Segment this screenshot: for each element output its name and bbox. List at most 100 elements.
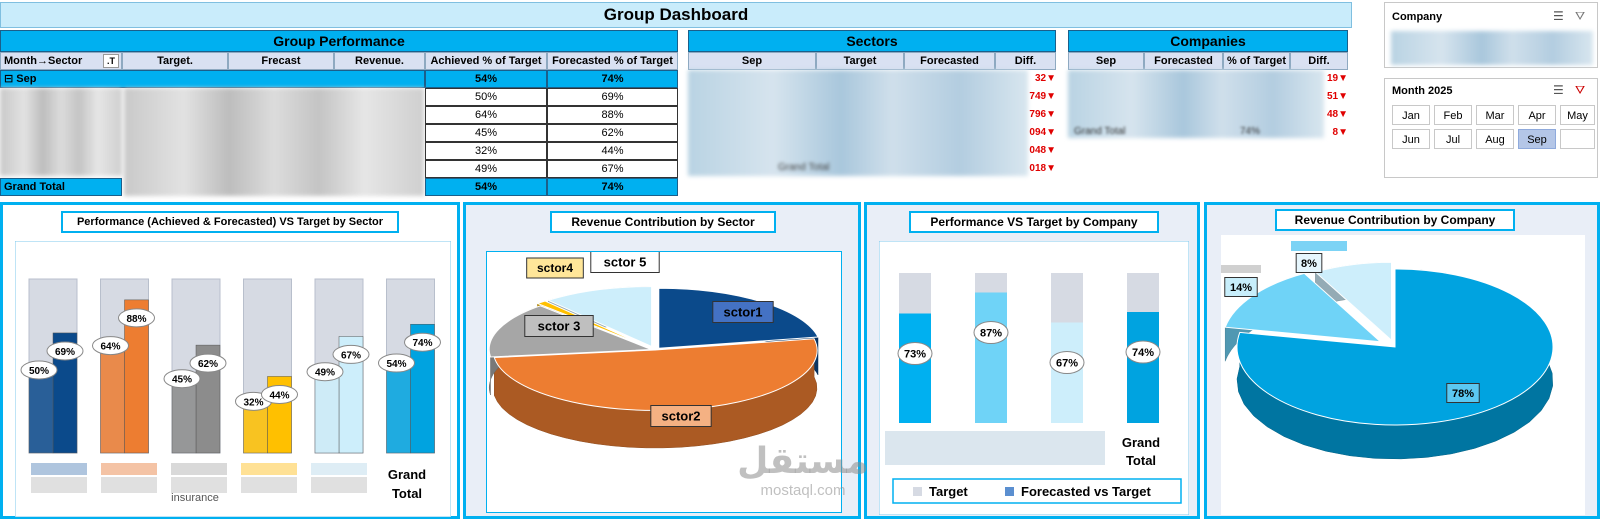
sector-slice-1-label: sctor1 (723, 305, 762, 320)
group-performance-title: Group Performance (0, 30, 678, 52)
sector-diff-3: 796▼ (1029, 109, 1056, 120)
company-forecast-label-1: 73% (904, 349, 926, 361)
clear-filter-icon[interactable]: ⛛ (1575, 9, 1586, 23)
forecast-label-6: 74% (412, 338, 432, 349)
category-redacted-4 (241, 463, 297, 475)
month-slicer[interactable]: Month 2025 ☰ ⛛ Jan Feb Mar Apr May Jun J… (1384, 78, 1598, 178)
company-category-total: Total (1126, 453, 1156, 468)
company-forecast-bar-1 (899, 313, 931, 423)
sector-diff-total: 018▼ (1029, 163, 1056, 174)
company-slice-1-label: 78% (1452, 388, 1474, 400)
filter-icon[interactable]: .T (103, 54, 119, 68)
sector-slice-5-label-box (590, 252, 660, 273)
plot-area (15, 241, 451, 517)
month-btn-may[interactable]: May (1560, 105, 1595, 125)
month-btn-mar[interactable]: Mar (1476, 105, 1514, 125)
achieved-label-1: 50% (29, 366, 49, 377)
companies-col-sep: Sep (1068, 52, 1144, 70)
month-btn-apr[interactable]: Apr (1518, 105, 1556, 125)
grand-total-forecasted: 74% (547, 178, 678, 196)
multi-select-icon[interactable]: ☰ (1553, 83, 1564, 97)
month-btn-jun[interactable]: Jun (1392, 129, 1430, 149)
row3-forecasted: 62% (547, 124, 678, 142)
achieved-label-5: 49% (315, 368, 335, 379)
forecast-label-4-bubble (261, 384, 298, 404)
row2-achieved: 64% (425, 106, 547, 124)
watermark: مستقل mostaql.com (728, 442, 878, 512)
sectors-diff-column: 32▼ 749▼ 796▼ 094▼ 048▼ 018▼ (1018, 70, 1056, 176)
sector-revenue-chart-title: Revenue Contribution by Sector (550, 211, 776, 233)
achieved-label-6: 54% (386, 359, 406, 370)
month-btn-aug[interactable]: Aug (1476, 129, 1514, 149)
achieved-label-3-bubble (163, 369, 201, 389)
sectors-table: Sectors Sep Target Forecasted Diff. 32▼ … (688, 30, 1056, 178)
month-btn-jan[interactable]: Jan (1392, 105, 1430, 125)
col-month-sector[interactable]: Month→Sector .T (0, 52, 122, 70)
sector-slice-2-label: sctor2 (661, 409, 700, 424)
category-redacted-5 (311, 463, 367, 475)
company-diff-total: 8▼ (1332, 127, 1348, 138)
sector-performance-chart-title: Performance (Achieved & Forecasted) VS T… (61, 211, 399, 233)
category-redacted-1 (31, 463, 87, 475)
month-btn-sep[interactable]: Sep (1518, 129, 1556, 149)
sector-revenue-panel: Revenue Contribution by Sector sctor1 sct… (463, 202, 861, 519)
company-diff-2: 51▼ (1326, 91, 1348, 102)
row5-forecasted: 67% (547, 160, 678, 178)
row5-achieved: 49% (425, 160, 547, 178)
dashboard-title: Group Dashboard (603, 5, 749, 24)
category-redacted-3 (171, 463, 227, 475)
sectors-col-forecasted: Forecasted (904, 52, 995, 70)
multi-select-icon[interactable]: ☰ (1553, 9, 1564, 23)
forecast-label-5-bubble (332, 344, 370, 364)
sector-diff-4: 094▼ (1029, 127, 1056, 138)
company-slicer-items-redacted[interactable] (1391, 31, 1593, 65)
achieved-label-4: 32% (243, 397, 263, 408)
achieved-label-5-bubble (306, 362, 344, 382)
month-btn-feb[interactable]: Feb (1434, 105, 1472, 125)
x-axis-fragment: insurance (171, 492, 219, 504)
month-row-achieved: 54% (425, 70, 547, 88)
category-redacted-2 (101, 463, 157, 475)
sectors-grand-total: Grand Total (778, 162, 830, 173)
sector-diff-1: 32▼ (1034, 73, 1056, 84)
sector-performance-chart: 50% 69% 64% 88% 45% 62% 32% 44% 49% 67% 54% 74% Gran… (15, 241, 451, 517)
month-btn-empty[interactable] (1560, 129, 1595, 149)
legend-forecast-swatch (1005, 487, 1014, 496)
forecast-label-6-bubble (404, 332, 441, 352)
achieved-label-2-bubble (92, 336, 129, 356)
sectors-col-target: Target (816, 52, 904, 70)
company-slicer[interactable]: Company ☰ ⛛ (1384, 2, 1598, 68)
forecast-label-3: 62% (198, 359, 218, 370)
company-slicer-title: Company (1392, 11, 1443, 23)
company-forecast-bar-2 (975, 292, 1007, 423)
achieved-label-1-bubble (20, 360, 58, 380)
company-slice-2-label: 14% (1230, 282, 1252, 294)
company-names-redacted (885, 431, 1105, 465)
company-diff-1: 19▼ (1326, 73, 1348, 84)
forecast-label-4: 44% (269, 390, 289, 401)
sector-names-redacted (0, 88, 122, 176)
achieved-label-2: 64% (100, 342, 120, 353)
achieved-label-3: 45% (172, 375, 192, 386)
sector-diff-2: 749▼ (1029, 91, 1056, 102)
forecast-label-2: 88% (126, 314, 146, 325)
sector-performance-panel: Performance (Achieved & Forecasted) VS T… (0, 202, 460, 519)
values-redacted (124, 88, 424, 196)
category-redacted-b-2 (101, 477, 157, 493)
company-name-redacted-1 (1291, 241, 1347, 251)
col-revenue: Revenue. (334, 52, 425, 70)
achieved-bar-2 (100, 341, 125, 454)
month-row-label[interactable]: ⊟ Sep (0, 70, 425, 88)
month-btn-jul[interactable]: Jul (1434, 129, 1472, 149)
achieved-bar-5 (314, 367, 340, 454)
grand-total-label: Grand Total (0, 178, 122, 196)
company-forecast-label-4-bubble (1125, 340, 1161, 364)
grand-total-achieved: 54% (425, 178, 547, 196)
forecast-label-3-bubble (189, 353, 227, 373)
sector-slice-5-label: sctor 5 (604, 255, 647, 270)
row3-achieved: 45% (425, 124, 547, 142)
legend-target-label: Target (929, 484, 968, 499)
company-forecast-label-4: 74% (1132, 347, 1154, 359)
forecast-label-2-bubble (118, 308, 155, 328)
clear-filter-icon[interactable]: ⛛ (1575, 83, 1586, 97)
